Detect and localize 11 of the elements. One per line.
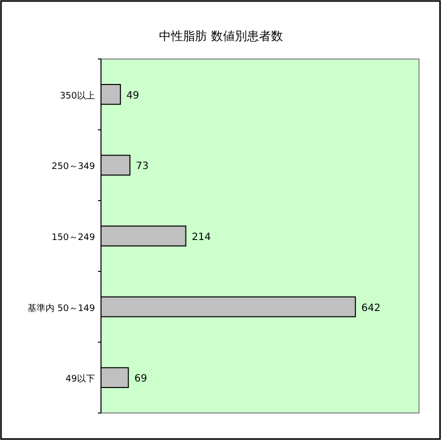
- data-label: 49: [126, 90, 140, 102]
- data-label: 73: [136, 161, 149, 172]
- data-label: 214: [192, 232, 211, 243]
- title: 中性脂肪 数値別患者数: [159, 29, 283, 43]
- data-label: 642: [361, 302, 380, 314]
- y-tick-label: 350以上: [60, 90, 95, 102]
- data-label: 69: [134, 374, 148, 385]
- y-tick-label: 49以下: [66, 374, 95, 385]
- y-tick-label: 基準内 50～149: [28, 302, 96, 314]
- y-tick-label: 150～249: [52, 233, 96, 243]
- y-tick-label: 250～349: [52, 162, 96, 172]
